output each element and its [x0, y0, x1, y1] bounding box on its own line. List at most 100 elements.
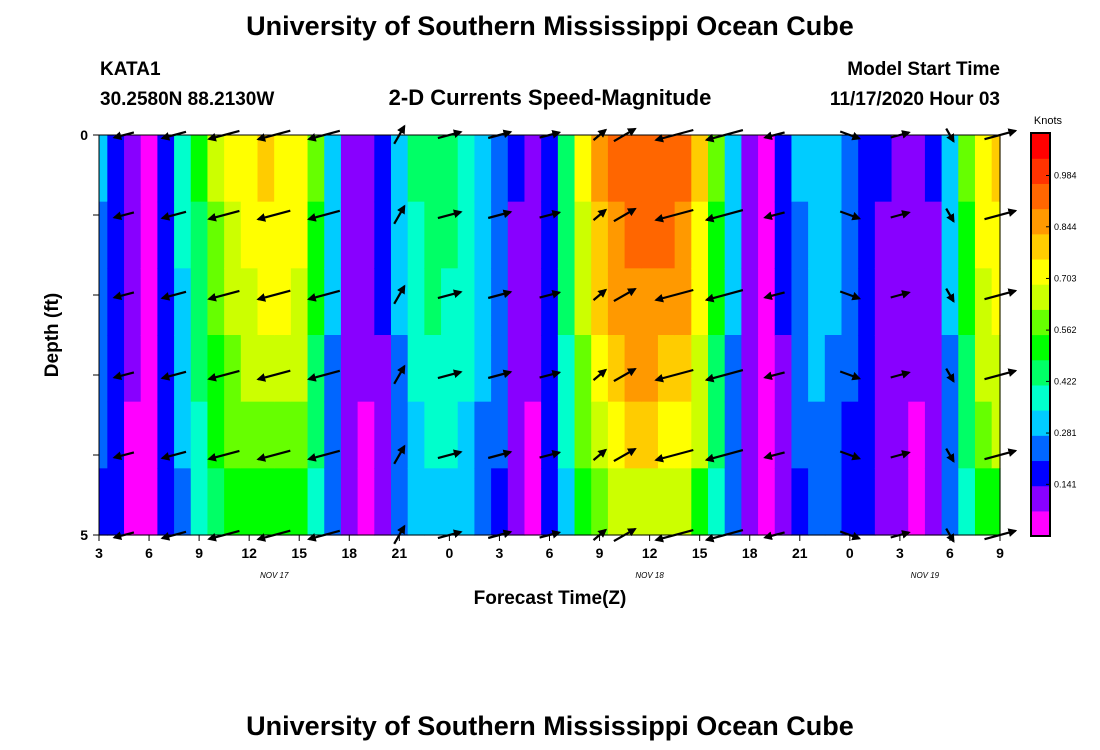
heatmap-cell	[190, 401, 209, 469]
heatmap-cell	[991, 335, 1001, 403]
heatmap-cell	[874, 335, 893, 403]
x-tick-label: 12	[642, 545, 658, 561]
heatmap-cell	[307, 268, 325, 336]
heatmap-cell	[841, 335, 859, 403]
current-arrow	[307, 209, 341, 222]
heatmap-cell	[107, 201, 125, 269]
current-arrow	[592, 448, 608, 461]
heatmap-cell	[457, 268, 476, 336]
current-arrow	[256, 289, 291, 302]
current-arrow	[160, 210, 187, 221]
x-tick-label: 3	[896, 545, 904, 561]
heatmap-cell	[174, 268, 192, 336]
heatmap-cell	[841, 268, 859, 336]
heatmap-cell	[724, 201, 742, 269]
heatmap-cell	[657, 201, 676, 269]
heatmap-cell	[541, 268, 559, 336]
heatmap-cell	[908, 335, 926, 403]
heatmap-cell	[774, 401, 793, 469]
heatmap-cell	[407, 335, 425, 403]
current-arrow	[945, 448, 955, 463]
heatmap-cell	[774, 468, 793, 536]
heatmap-cell	[407, 201, 425, 269]
current-arrow	[839, 290, 862, 301]
heatmap-cell	[224, 268, 242, 336]
heatmap-cell	[741, 401, 759, 469]
colorbar-swatch	[1031, 359, 1050, 386]
heatmap-cell	[841, 401, 859, 469]
heatmap-cell	[791, 401, 809, 469]
heatmap-cell	[140, 268, 158, 336]
current-arrow	[393, 284, 406, 305]
current-arrow	[487, 289, 513, 300]
heatmap-cell	[841, 135, 859, 203]
heatmap-cell	[424, 268, 442, 336]
heatmap-cell	[390, 201, 409, 269]
heatmap-cell	[958, 335, 976, 403]
heatmap-cell	[324, 268, 342, 336]
heatmap-cell	[240, 201, 259, 269]
heatmap-cell	[424, 401, 442, 469]
heatmap-cell	[207, 268, 225, 336]
current-arrow	[256, 449, 291, 462]
heatmap-cell	[340, 401, 359, 469]
current-arrow	[945, 288, 955, 303]
heatmap-cell	[390, 268, 409, 336]
heatmap-cell	[941, 201, 959, 269]
heatmap-cell	[874, 401, 893, 469]
heatmap-cell	[591, 335, 609, 403]
heatmap-cell	[974, 135, 993, 203]
heatmap-cell	[491, 201, 509, 269]
current-arrow	[592, 288, 608, 301]
heatmap-cell	[407, 468, 425, 536]
x-tick-label: 15	[291, 545, 307, 561]
heatmap-cell	[207, 401, 225, 469]
heatmap-cell	[624, 468, 642, 536]
heatmap-cell	[457, 401, 476, 469]
heatmap-cell	[958, 468, 976, 536]
heatmap-cell	[524, 201, 542, 269]
heatmap-cell	[240, 401, 259, 469]
heatmap-cell	[424, 201, 442, 269]
heatmap-cell	[691, 201, 709, 269]
current-arrow	[704, 369, 744, 383]
heatmap-cell	[891, 135, 909, 203]
heatmap-cell	[357, 468, 375, 536]
heatmap-cell	[557, 201, 576, 269]
colorbar-swatch	[1031, 208, 1050, 235]
heatmap-cell	[808, 135, 826, 203]
current-arrow	[890, 370, 911, 379]
heatmap-cell	[858, 335, 876, 403]
heatmap-cell	[274, 335, 292, 403]
heatmap-cell	[140, 201, 158, 269]
current-arrow	[112, 451, 135, 461]
heatmap-cell	[908, 201, 926, 269]
heatmap-cell	[657, 468, 676, 536]
heatmap-cell	[124, 468, 142, 536]
heatmap-cell	[708, 468, 726, 536]
current-arrow	[256, 209, 291, 222]
heatmap-cell	[791, 135, 809, 203]
x-axis: 3 6 9 12 15 18 21 0 3 6 9 12 15 18 21 0 3 6 9 NOV 17 NOV 18 N…	[95, 535, 1004, 580]
heatmap-cell	[457, 201, 476, 269]
heatmap-cell	[507, 468, 526, 536]
model-start-label: Model Start Time	[847, 59, 1000, 80]
heatmap-cell	[708, 401, 726, 469]
station-id: KATA1	[100, 59, 161, 80]
x-tick-label: 9	[596, 545, 604, 561]
current-arrow	[890, 450, 911, 459]
heatmap-cell	[858, 201, 876, 269]
heatmap-cell	[157, 335, 175, 403]
heatmap-cell	[257, 268, 275, 336]
heatmap-cell	[941, 468, 959, 536]
heatmap-cell	[958, 401, 976, 469]
current-arrow	[592, 368, 608, 381]
heatmap-cell	[307, 201, 325, 269]
heatmap-cell	[991, 268, 1001, 336]
heatmap-cell	[290, 401, 309, 469]
heatmap-cell	[591, 201, 609, 269]
current-arrow	[307, 449, 341, 462]
heatmap-cell	[541, 401, 559, 469]
heatmap-cell	[107, 401, 125, 469]
